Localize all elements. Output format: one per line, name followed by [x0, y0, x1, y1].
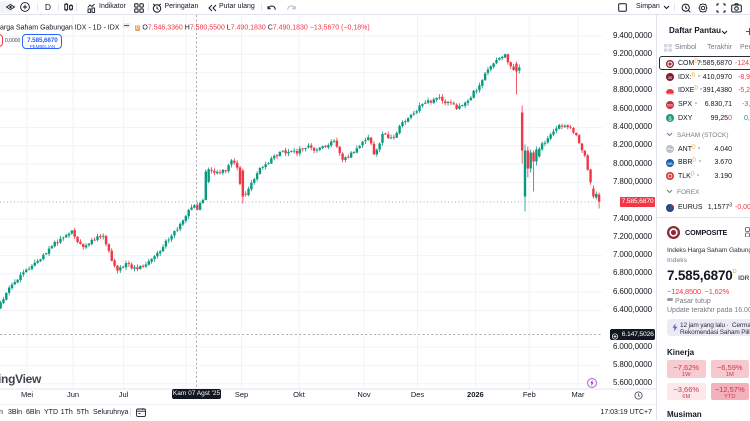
svg-text:30: 30 — [668, 75, 673, 80]
svg-text:$: $ — [668, 117, 671, 123]
svg-text:500: 500 — [667, 103, 673, 107]
svg-text:D: D — [45, 2, 51, 12]
svg-text:BB: BB — [667, 161, 673, 166]
